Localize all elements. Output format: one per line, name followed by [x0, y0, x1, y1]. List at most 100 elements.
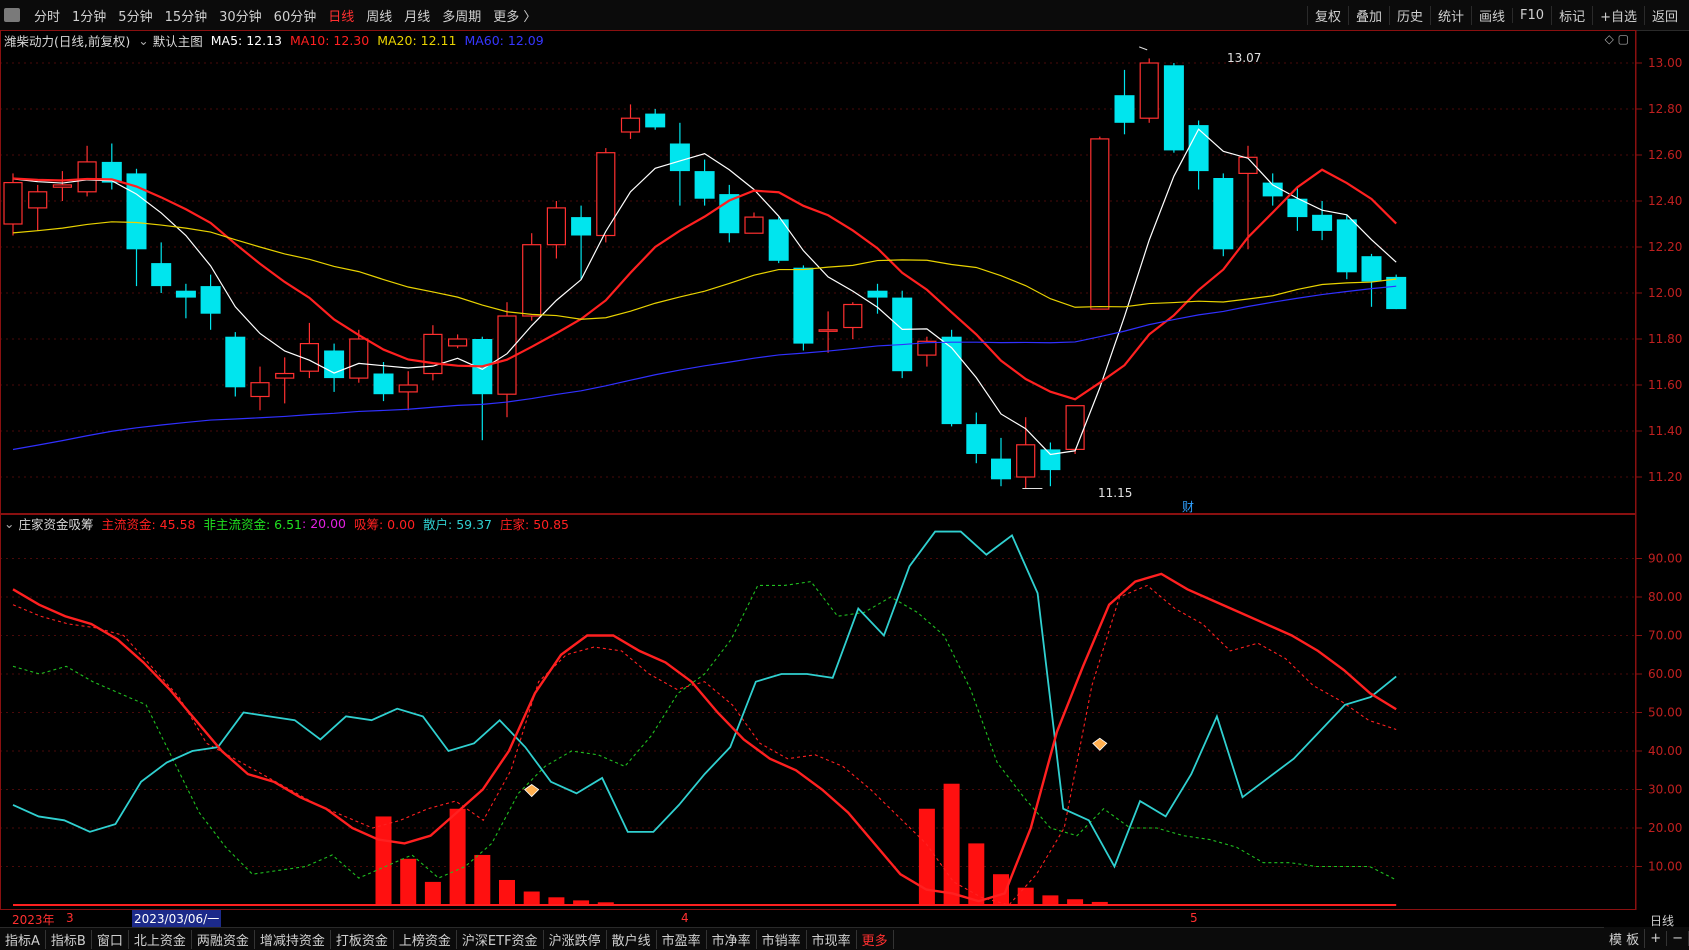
candle-body-down[interactable] — [200, 286, 221, 314]
indicator-tab[interactable]: 指标B — [46, 929, 92, 949]
absorb-bar[interactable] — [449, 808, 466, 905]
toolbar-button[interactable]: 返回 — [1643, 5, 1685, 25]
candle-body-down[interactable] — [1163, 65, 1184, 151]
absorb-bar[interactable] — [597, 902, 614, 905]
indicator-tab[interactable]: 更多 — [857, 929, 894, 949]
absorb-bar[interactable] — [943, 783, 960, 905]
minimize-button[interactable]: − — [1667, 930, 1689, 946]
candle-body-down[interactable] — [645, 113, 666, 128]
stock-name[interactable]: 潍柴动力(日线,前复权) — [4, 33, 131, 49]
candle-body-down[interactable] — [966, 424, 987, 454]
timeframe-tab[interactable]: 1分钟 — [72, 9, 107, 25]
candle-body-up[interactable] — [917, 340, 937, 356]
timeframe-tab[interactable]: 15分钟 — [164, 9, 208, 25]
candle-body-down[interactable] — [373, 373, 394, 395]
indicator-tab[interactable]: 沪深ETF资金 — [457, 929, 544, 949]
candle-body-up[interactable] — [1139, 62, 1159, 119]
toolbar-button[interactable]: 统计 — [1430, 5, 1471, 25]
candle-body-down[interactable] — [324, 350, 345, 379]
candle-body-down[interactable] — [941, 336, 962, 425]
absorb-bar[interactable] — [968, 843, 985, 905]
toolbar-button[interactable]: 标记 — [1551, 5, 1592, 25]
chart-canvas[interactable]: 13.00 12.80 12.60 12.40 12.20 12.00 11.80 11.60… — [0, 0, 1689, 910]
absorb-bar[interactable] — [1091, 901, 1108, 905]
candle-body-up[interactable] — [843, 303, 863, 329]
candle-body-down[interactable] — [175, 290, 196, 298]
candle-body-down[interactable] — [1361, 256, 1382, 282]
indicator-tab[interactable]: 沪涨跌停 — [544, 929, 607, 949]
indicator-tab[interactable]: 增减持资金 — [255, 929, 331, 949]
candle-body-down[interactable] — [793, 267, 814, 344]
candle-body-up[interactable] — [275, 372, 295, 379]
indicator-tab[interactable]: 打板资金 — [331, 929, 394, 949]
candle-body-down[interactable] — [991, 458, 1011, 480]
absorb-bar[interactable] — [375, 816, 392, 905]
candle-body-down[interactable] — [1312, 214, 1333, 231]
absorb-bar[interactable] — [499, 879, 515, 905]
indicator-chevron-icon[interactable]: ⌄ — [4, 515, 15, 531]
timeframe-tab[interactable]: 月线 — [404, 9, 431, 25]
candle-body-down[interactable] — [867, 290, 888, 298]
candle-body-up[interactable] — [77, 161, 97, 193]
panel-control-icons[interactable]: ◇ ▢ — [1604, 32, 1629, 46]
candle-body-down[interactable] — [694, 171, 715, 199]
toolbar-button[interactable]: 画线 — [1471, 5, 1512, 25]
toolbar-button[interactable]: 叠加 — [1347, 5, 1389, 25]
indicator-tab[interactable]: 市销率 — [757, 929, 807, 949]
template-button[interactable]: 模 板 — [1604, 928, 1646, 948]
absorb-bar[interactable] — [523, 891, 540, 905]
candle-body-up[interactable] — [546, 207, 567, 246]
indicator-tab[interactable]: 北上资金 — [129, 929, 192, 949]
absorb-bar[interactable] — [424, 881, 441, 905]
timeframe-tab[interactable]: 多周期 — [442, 9, 482, 25]
absorb-bar[interactable] — [918, 808, 935, 905]
timeframe-tab[interactable]: 60分钟 — [273, 9, 317, 25]
indicator-tab[interactable]: 散户线 — [607, 929, 657, 949]
candle-body-up[interactable] — [250, 382, 270, 398]
absorb-bar[interactable] — [1017, 887, 1034, 905]
absorb-bar[interactable] — [548, 897, 565, 905]
candle-body-down[interactable] — [126, 173, 147, 250]
candle-body-down[interactable] — [1262, 182, 1283, 197]
candle-body-up[interactable] — [522, 244, 542, 317]
candle-body-down[interactable] — [101, 161, 122, 183]
candle-body-down[interactable] — [892, 297, 913, 372]
indicator-tab[interactable]: 窗口 — [92, 929, 129, 949]
absorb-bar[interactable] — [1042, 895, 1059, 905]
candle-body-up[interactable] — [596, 152, 616, 237]
candle-body-up[interactable] — [349, 338, 369, 379]
timeframe-tab[interactable]: 周线 — [366, 9, 393, 25]
candle-body-up[interactable] — [1016, 444, 1036, 478]
timeframe-tab[interactable]: 更多 〉 — [493, 9, 537, 25]
candle-body-up[interactable] — [497, 315, 517, 395]
candle-body-down[interactable] — [1114, 95, 1135, 123]
candle-body-up[interactable] — [818, 329, 838, 332]
timeframe-tab[interactable]: 分时 — [34, 9, 61, 25]
candle-body-up[interactable] — [423, 333, 443, 375]
absorb-bar[interactable] — [573, 900, 590, 905]
timeframe-tab[interactable]: 5分钟 — [118, 9, 153, 25]
toolbar-button[interactable]: +自选 — [1592, 5, 1644, 25]
period-indicator[interactable]: 日线 — [1650, 914, 1675, 928]
absorb-bar[interactable] — [400, 858, 417, 905]
indicator-tab[interactable]: 指标A — [0, 929, 46, 949]
candle-body-up[interactable] — [448, 338, 468, 347]
absorb-bar[interactable] — [993, 874, 1009, 905]
indicator-tab[interactable]: 市净率 — [707, 929, 757, 949]
absorb-bar[interactable] — [474, 854, 491, 905]
add-button[interactable]: + — [1645, 930, 1668, 946]
absorb-bar[interactable] — [1067, 899, 1084, 905]
candle-body-up[interactable] — [3, 182, 23, 225]
candle-body-up[interactable] — [1065, 405, 1085, 451]
indicator-tab[interactable]: 市现率 — [807, 929, 857, 949]
candle-body-down[interactable] — [1040, 449, 1061, 471]
template-name[interactable]: 默认主图 — [152, 33, 203, 49]
toolbar-button[interactable]: 历史 — [1388, 5, 1430, 25]
candle-body-down[interactable] — [1213, 178, 1234, 250]
indicator-tab[interactable]: 市盈率 — [657, 929, 707, 949]
indicator-tab[interactable]: 上榜资金 — [394, 929, 457, 949]
candle-body-down[interactable] — [225, 336, 246, 388]
toolbar-button[interactable]: F10 — [1512, 7, 1551, 23]
indicator-name[interactable]: 庄家资金吸筹 — [18, 516, 94, 532]
candle-body-down[interactable] — [768, 219, 789, 261]
